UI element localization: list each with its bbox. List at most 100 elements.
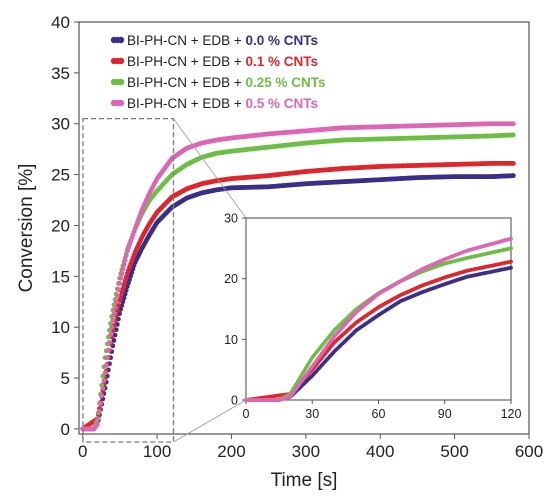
x-tick-label: 600 [515, 442, 543, 461]
data-point [114, 293, 120, 299]
y-tick-label: 10 [51, 318, 70, 337]
legend-label-highlight: 0.5 % CNTs [246, 96, 319, 111]
x-tick-label: 400 [366, 442, 394, 461]
data-point [116, 303, 121, 308]
inset-y-tick-label: 0 [231, 394, 238, 408]
x-tick-label: 100 [143, 442, 171, 461]
inset-series-3 [244, 236, 513, 402]
inset-x-tick-label: 0 [243, 407, 250, 421]
legend-marker [117, 57, 125, 65]
zoom-connector-top [173, 118, 247, 219]
x-tick-label: 500 [440, 442, 468, 461]
zoom-connector-bottom [173, 399, 247, 443]
data-point [107, 340, 112, 345]
legend-label-name: BI-PH-CN + EDB + [127, 96, 246, 111]
legend-label: BI-PH-CN + EDB + 0.5 % CNTs [127, 96, 318, 111]
data-point [111, 311, 117, 317]
data-point [123, 274, 129, 280]
data-point [105, 347, 111, 353]
data-point [122, 257, 128, 263]
data-point [104, 355, 110, 361]
legend-label-name: BI-PH-CN + EDB + [127, 75, 246, 90]
data-point [97, 408, 102, 414]
inset-series [244, 236, 513, 402]
data-point [111, 338, 117, 343]
y-tick-label: 25 [51, 166, 70, 185]
inset-x-tick-label: 90 [438, 407, 452, 421]
data-point [121, 262, 127, 268]
legend-label: BI-PH-CN + EDB + 0.25 % CNTs [127, 75, 326, 90]
inset-x-tick-label: 30 [305, 407, 319, 421]
inset-data-point [509, 246, 513, 251]
inset-x-tick-label: 120 [501, 407, 522, 421]
legend-label: BI-PH-CN + EDB + 0.1 % CNTs [127, 54, 318, 69]
main-y-ticks: 0 5 10 15 20 25 30 35 40 [51, 13, 79, 439]
y-tick-label: 0 [61, 420, 70, 439]
legend-entry: BI-PH-CN + EDB + 0.1 % CNTs [110, 54, 318, 69]
legend-label: BI-PH-CN + EDB + 0.0 % CNTs [127, 33, 318, 48]
zoom-region-box [82, 117, 175, 443]
x-axis-title: Time [s] [271, 470, 338, 491]
y-axis-title: Conversion [%] [16, 164, 37, 293]
data-point [116, 287, 121, 292]
data-point [120, 266, 126, 272]
data-point [95, 416, 101, 422]
x-tick-label: 0 [78, 442, 87, 461]
data-point [119, 271, 125, 277]
legend-label-highlight: 0.1 % CNTs [246, 54, 319, 69]
data-point [98, 401, 103, 406]
main-series [80, 121, 516, 432]
y-tick-label: 40 [51, 13, 70, 32]
y-tick-label: 20 [51, 216, 70, 235]
legend-marker [117, 78, 125, 86]
data-point [100, 385, 106, 391]
data-point [510, 121, 516, 127]
inset-data-point [509, 265, 513, 270]
legend-label-highlight: 0.25 % CNTs [246, 75, 326, 90]
x-tick-label: 300 [292, 442, 320, 461]
data-point [108, 332, 114, 338]
data-point [110, 317, 116, 323]
y-tick-label: 30 [51, 115, 70, 134]
y-tick-label: 15 [51, 267, 70, 286]
y-tick-label: 5 [61, 369, 70, 388]
legend-entry: BI-PH-CN + EDB + 0.5 % CNTs [110, 96, 318, 111]
data-point [118, 275, 124, 281]
x-tick-label: 200 [217, 442, 245, 461]
legend-entry: BI-PH-CN + EDB + 0.25 % CNTs [110, 75, 326, 90]
inset-y-tick-label: 10 [224, 333, 238, 347]
data-point [117, 281, 122, 286]
inset-x-ticks: 0 30 60 90 120 [243, 400, 522, 421]
data-point [109, 324, 115, 330]
data-point [119, 289, 125, 295]
legend-entry: BI-PH-CN + EDB + 0.0 % CNTs [110, 33, 318, 48]
main-plot-frame [78, 21, 530, 435]
data-point [120, 286, 126, 291]
y-tick-label: 35 [51, 64, 70, 83]
data-point [510, 132, 516, 138]
inset-x-tick-label: 60 [372, 407, 386, 421]
data-point [510, 173, 516, 179]
data-point [510, 161, 516, 166]
data-point [94, 421, 100, 427]
data-point [113, 299, 119, 305]
inset-data-point [509, 259, 513, 264]
data-point [122, 278, 128, 284]
data-point [99, 393, 105, 399]
legend-label-highlight: 0.0 % CNTs [246, 33, 319, 48]
data-point [103, 362, 109, 368]
inset-series-1 [244, 259, 513, 402]
legend-label-name: BI-PH-CN + EDB + [127, 54, 246, 69]
series-3 [80, 121, 516, 432]
legend-label-name: BI-PH-CN + EDB + [127, 33, 246, 48]
inset-data-point [509, 236, 513, 241]
main-x-ticks: 0 100 200 300 400 500 600 [78, 434, 543, 461]
legend-marker [117, 99, 125, 107]
inset-y-ticks: 0 10 20 30 [224, 212, 246, 408]
data-point [121, 282, 127, 288]
data-point [112, 305, 118, 311]
legend-marker [117, 36, 125, 44]
inset-y-tick-label: 30 [224, 212, 238, 226]
